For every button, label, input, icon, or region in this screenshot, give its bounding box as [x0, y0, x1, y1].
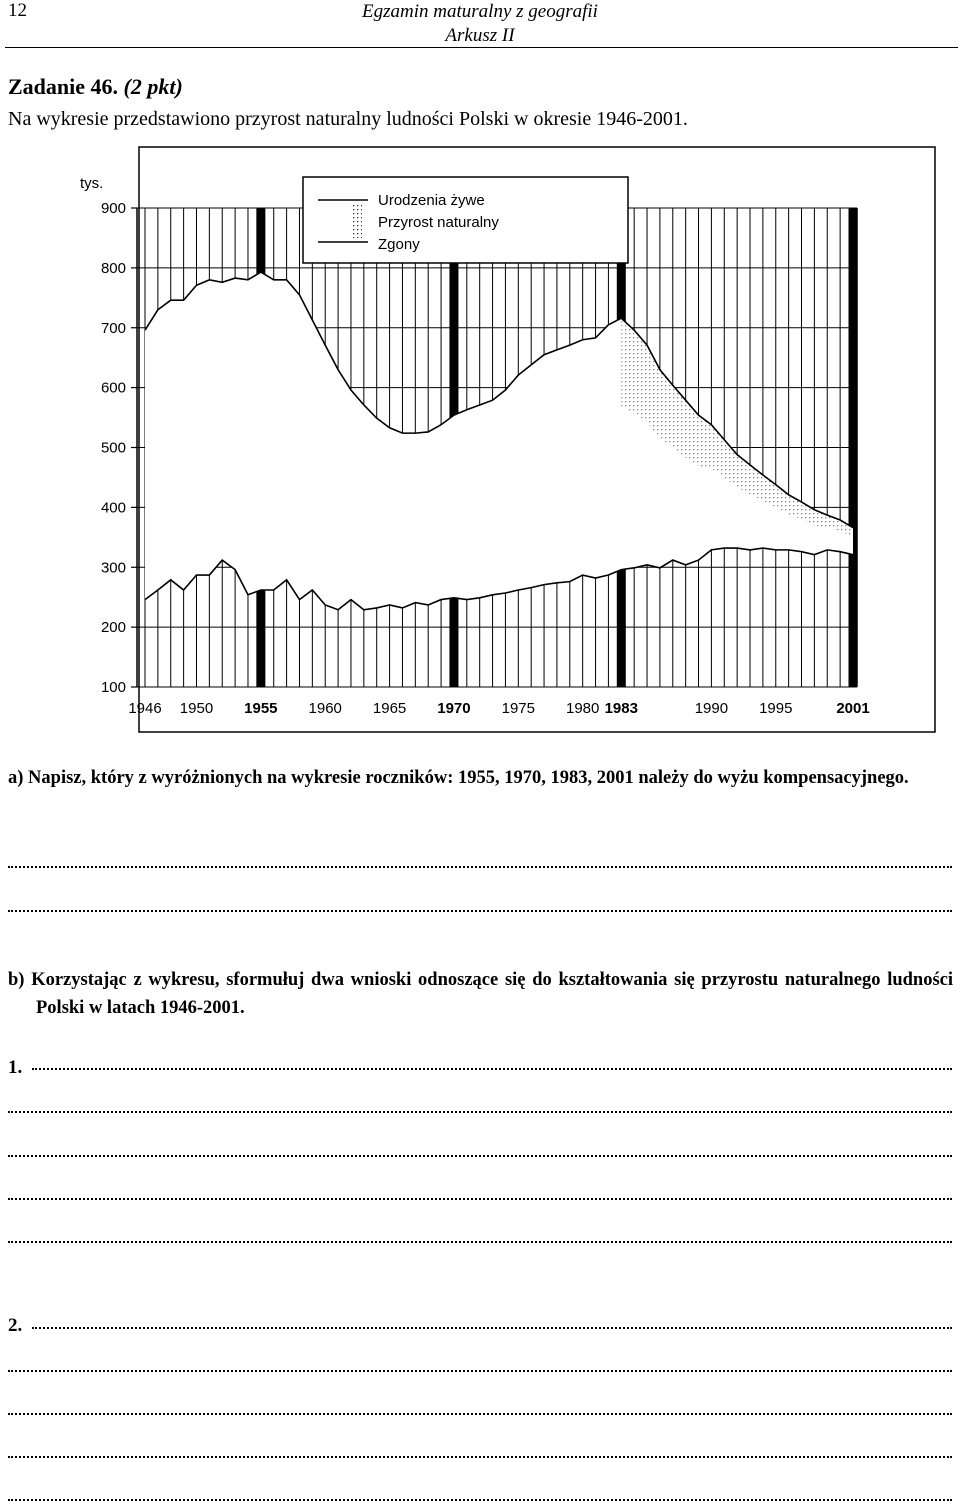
increase-area	[145, 272, 853, 610]
y-tick-label: 400	[101, 499, 126, 516]
x-tick-label: 1990	[695, 700, 728, 717]
x-tick-label: 1946	[128, 700, 161, 717]
answer-line	[8, 1241, 952, 1243]
task-title: Zadanie 46. (2 pkt)	[8, 74, 183, 100]
task-number: Zadanie 46.	[8, 74, 119, 99]
x-tick-label: 1995	[759, 700, 792, 717]
task-points: (2 pkt)	[123, 74, 183, 99]
question-b: b) Korzystając z wykresu, sformułuj dwa …	[8, 966, 953, 1022]
answer-line	[8, 866, 952, 868]
x-tick-label: 1983	[605, 700, 638, 717]
series-line	[144, 547, 854, 611]
legend-symbol	[352, 204, 362, 238]
answer-line	[32, 1068, 952, 1070]
y-tick-label: 600	[101, 380, 126, 397]
legend-label: Zgony	[378, 236, 420, 253]
x-tick-label: 1965	[373, 700, 406, 717]
increase-stipple	[621, 318, 853, 538]
question-text: Napisz, który z wyróżnionych na wykresie…	[28, 768, 909, 788]
x-tick-label: 1960	[309, 700, 342, 717]
answer-line	[32, 1327, 952, 1329]
answer-line	[8, 1198, 952, 1200]
legend-label: Urodzenia żywe	[378, 192, 485, 209]
page-number: 12	[8, 0, 27, 21]
y-tick-label: 700	[101, 320, 126, 337]
answer-line	[8, 1413, 952, 1415]
question-text: Korzystając z wykresu, sformułuj dwa wni…	[31, 970, 954, 1018]
question-label: a)	[8, 768, 24, 788]
exam-header: Egzamin maturalny z geografii Arkusz II	[350, 0, 610, 48]
answer-line	[8, 1499, 952, 1501]
header-rule	[5, 47, 958, 48]
answer-line	[8, 1155, 952, 1157]
y-tick-label: 100	[101, 679, 126, 696]
x-tick-label: 1950	[180, 700, 213, 717]
y-tick-label: 500	[101, 440, 126, 457]
x-tick-label: 1970	[437, 700, 470, 717]
task-intro: Na wykresie przedstawiono przyrost natur…	[8, 108, 688, 130]
question-a: a) Napisz, który z wyróżnionych na wykre…	[8, 764, 953, 792]
y-axis-label: tys.	[80, 175, 103, 192]
exam-name: Egzamin maturalny z geografii	[362, 1, 598, 22]
x-tick-label: 2001	[836, 700, 869, 717]
answer-line	[8, 910, 952, 912]
highlight-bar	[848, 208, 858, 687]
y-tick-label: 800	[101, 260, 126, 277]
legend-label: Przyrost naturalny	[378, 214, 499, 231]
answer-number: 2.	[8, 1315, 23, 1336]
answer-line	[8, 1456, 952, 1458]
sheet-name: Arkusz II	[445, 25, 515, 46]
answer-number: 1.	[8, 1057, 23, 1078]
series-line	[144, 271, 854, 529]
x-tick-label: 1980	[566, 700, 599, 717]
answer-line	[8, 1111, 952, 1113]
answer-line	[8, 1370, 952, 1372]
question-label: b)	[8, 970, 25, 990]
y-tick-label: 300	[101, 559, 126, 576]
chart: 100 200 300 400 500 600 700 800 900 tys. 1946 1950…	[80, 146, 936, 733]
y-tick-label: 200	[101, 619, 126, 636]
y-tick-label: 900	[101, 200, 126, 217]
x-tick-label: 1955	[244, 700, 277, 717]
x-tick-label: 1975	[502, 700, 535, 717]
